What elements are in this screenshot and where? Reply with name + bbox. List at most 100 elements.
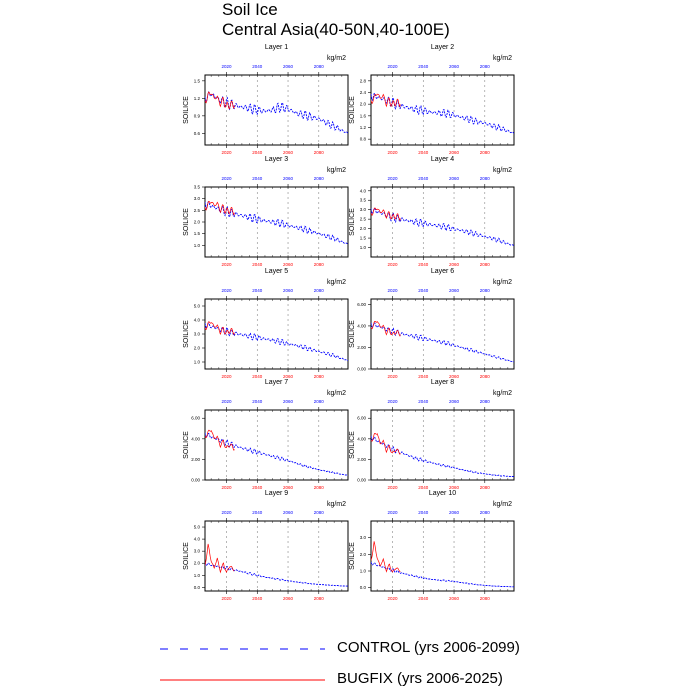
y-tick-label: 2.0 [194, 346, 201, 351]
panel-units: kg/m2 [327, 501, 346, 508]
bottom-tick-label: 2040 [418, 374, 429, 379]
series-bugfix-line [205, 91, 235, 110]
y-tick-label: 6.00 [357, 302, 366, 307]
y-tick-label: 2.00 [191, 457, 200, 462]
top-tick-label: 2060 [283, 288, 294, 293]
y-tick-label: 2.0 [194, 561, 201, 566]
y-axis-label: SOILICE [349, 542, 356, 570]
plot-frame [370, 298, 515, 370]
top-tick-label: 2080 [480, 64, 491, 69]
panel-layer-3: Layer 3 kg/m2 2020 2040 2060 2080 2020 2040 2060… [183, 156, 349, 267]
bottom-tick-label: 2020 [388, 596, 399, 601]
bottom-tick-label: 2020 [222, 150, 233, 155]
top-tick-label: 2020 [222, 64, 233, 69]
panel-title: Layer 3 [265, 156, 288, 163]
y-tick-label: 2.0 [194, 220, 201, 225]
bottom-tick-label: 2080 [314, 262, 325, 267]
top-tick-label: 2040 [252, 399, 263, 404]
top-tick-label: 2040 [418, 288, 429, 293]
bottom-tick-label: 2080 [480, 374, 491, 379]
top-tick-label: 2060 [449, 64, 460, 69]
top-tick-label: 2060 [449, 399, 460, 404]
panel-units: kg/m2 [327, 55, 346, 62]
bottom-tick-label: 2020 [222, 485, 233, 490]
y-axis-label: SOILICE [183, 542, 190, 570]
top-tick-label: 2040 [418, 399, 429, 404]
y-tick-label: 3.0 [360, 207, 367, 212]
panel-layer-1: Layer 1 kg/m2 2020 2040 2060 2080 2020 2040 2060… [183, 44, 349, 155]
top-tick-label: 2020 [222, 399, 233, 404]
series-bugfix-line [205, 201, 235, 217]
y-tick-label: 1.5 [194, 78, 201, 83]
plot-frame [370, 520, 515, 592]
top-tick-label: 2020 [222, 288, 233, 293]
panel-layer-5: Layer 5 kg/m2 2020 2040 2060 2080 2020 2040 2060… [183, 268, 349, 379]
panel-layer-6: Layer 6 kg/m2 2020 2040 2060 2080 2020 2040 2060… [349, 268, 515, 379]
plot-frame [204, 409, 349, 481]
top-tick-label: 2040 [252, 510, 263, 515]
plot-frame [204, 520, 349, 592]
y-tick-label: 2.5 [360, 217, 367, 222]
bottom-tick-label: 2060 [449, 374, 460, 379]
y-tick-label: 1.5 [360, 236, 367, 241]
top-tick-label: 2060 [449, 288, 460, 293]
y-tick-label: 0.00 [357, 478, 366, 483]
y-tick-label: 4.0 [194, 537, 201, 542]
y-tick-label: 3.0 [194, 196, 201, 201]
bottom-tick-label: 2040 [252, 596, 263, 601]
panel-title: Layer 6 [431, 268, 454, 275]
y-tick-label: 4.0 [194, 318, 201, 323]
y-tick-label: 0.0 [194, 585, 201, 590]
series-bugfix-line [371, 93, 401, 108]
top-tick-label: 2060 [449, 510, 460, 515]
plot-frame [370, 74, 515, 146]
bottom-tick-label: 2060 [449, 262, 460, 267]
top-tick-label: 2040 [252, 288, 263, 293]
panel-units: kg/m2 [493, 55, 512, 62]
panel-title: Layer 5 [265, 268, 288, 275]
y-tick-label: 1.2 [194, 96, 201, 101]
y-tick-label: 3.5 [360, 198, 367, 203]
panel-units: kg/m2 [493, 279, 512, 286]
bottom-tick-label: 2060 [449, 150, 460, 155]
bottom-tick-label: 2020 [222, 262, 233, 267]
bottom-tick-label: 2020 [388, 374, 399, 379]
y-axis-label: SOILICE [349, 96, 356, 124]
y-tick-label: 1.0 [194, 360, 201, 365]
chart-subtitle: Central Asia(40-50N,40-100E) [222, 20, 450, 39]
bottom-tick-label: 2020 [388, 262, 399, 267]
top-tick-label: 2060 [283, 176, 294, 181]
y-tick-label: 0.6 [194, 131, 201, 136]
y-tick-label: 2.00 [357, 345, 366, 350]
top-tick-label: 2020 [388, 288, 399, 293]
top-tick-label: 2080 [314, 510, 325, 515]
y-tick-label: 2.0 [360, 102, 367, 107]
series-control-line [205, 201, 348, 245]
y-tick-label: 1.5 [194, 231, 201, 236]
plot-frame [370, 186, 515, 258]
bottom-tick-label: 2040 [418, 150, 429, 155]
top-tick-label: 2020 [222, 510, 233, 515]
y-tick-label: 3.0 [194, 549, 201, 554]
top-tick-label: 2040 [418, 510, 429, 515]
top-tick-label: 2080 [314, 176, 325, 181]
series-control-line [205, 90, 348, 134]
panel-layer-2: Layer 2 kg/m2 2020 2040 2060 2080 2020 2040 2060… [349, 44, 515, 155]
bottom-tick-label: 2080 [480, 262, 491, 267]
series-control-line [205, 322, 348, 361]
plot-frame [204, 74, 349, 146]
bottom-tick-label: 2020 [388, 485, 399, 490]
bottom-tick-label: 2040 [252, 150, 263, 155]
bottom-tick-label: 2020 [222, 596, 233, 601]
y-axis-label: SOILICE [183, 431, 190, 459]
series-control-line [205, 562, 348, 587]
bottom-tick-label: 2060 [283, 596, 294, 601]
panel-units: kg/m2 [493, 501, 512, 508]
top-tick-label: 2040 [252, 176, 263, 181]
panel-title: Layer 9 [265, 490, 288, 497]
panel-units: kg/m2 [493, 390, 512, 397]
series-bugfix-line [371, 432, 401, 456]
y-tick-label: 6.00 [357, 416, 366, 421]
top-tick-label: 2020 [388, 176, 399, 181]
series-control-line [371, 322, 514, 363]
